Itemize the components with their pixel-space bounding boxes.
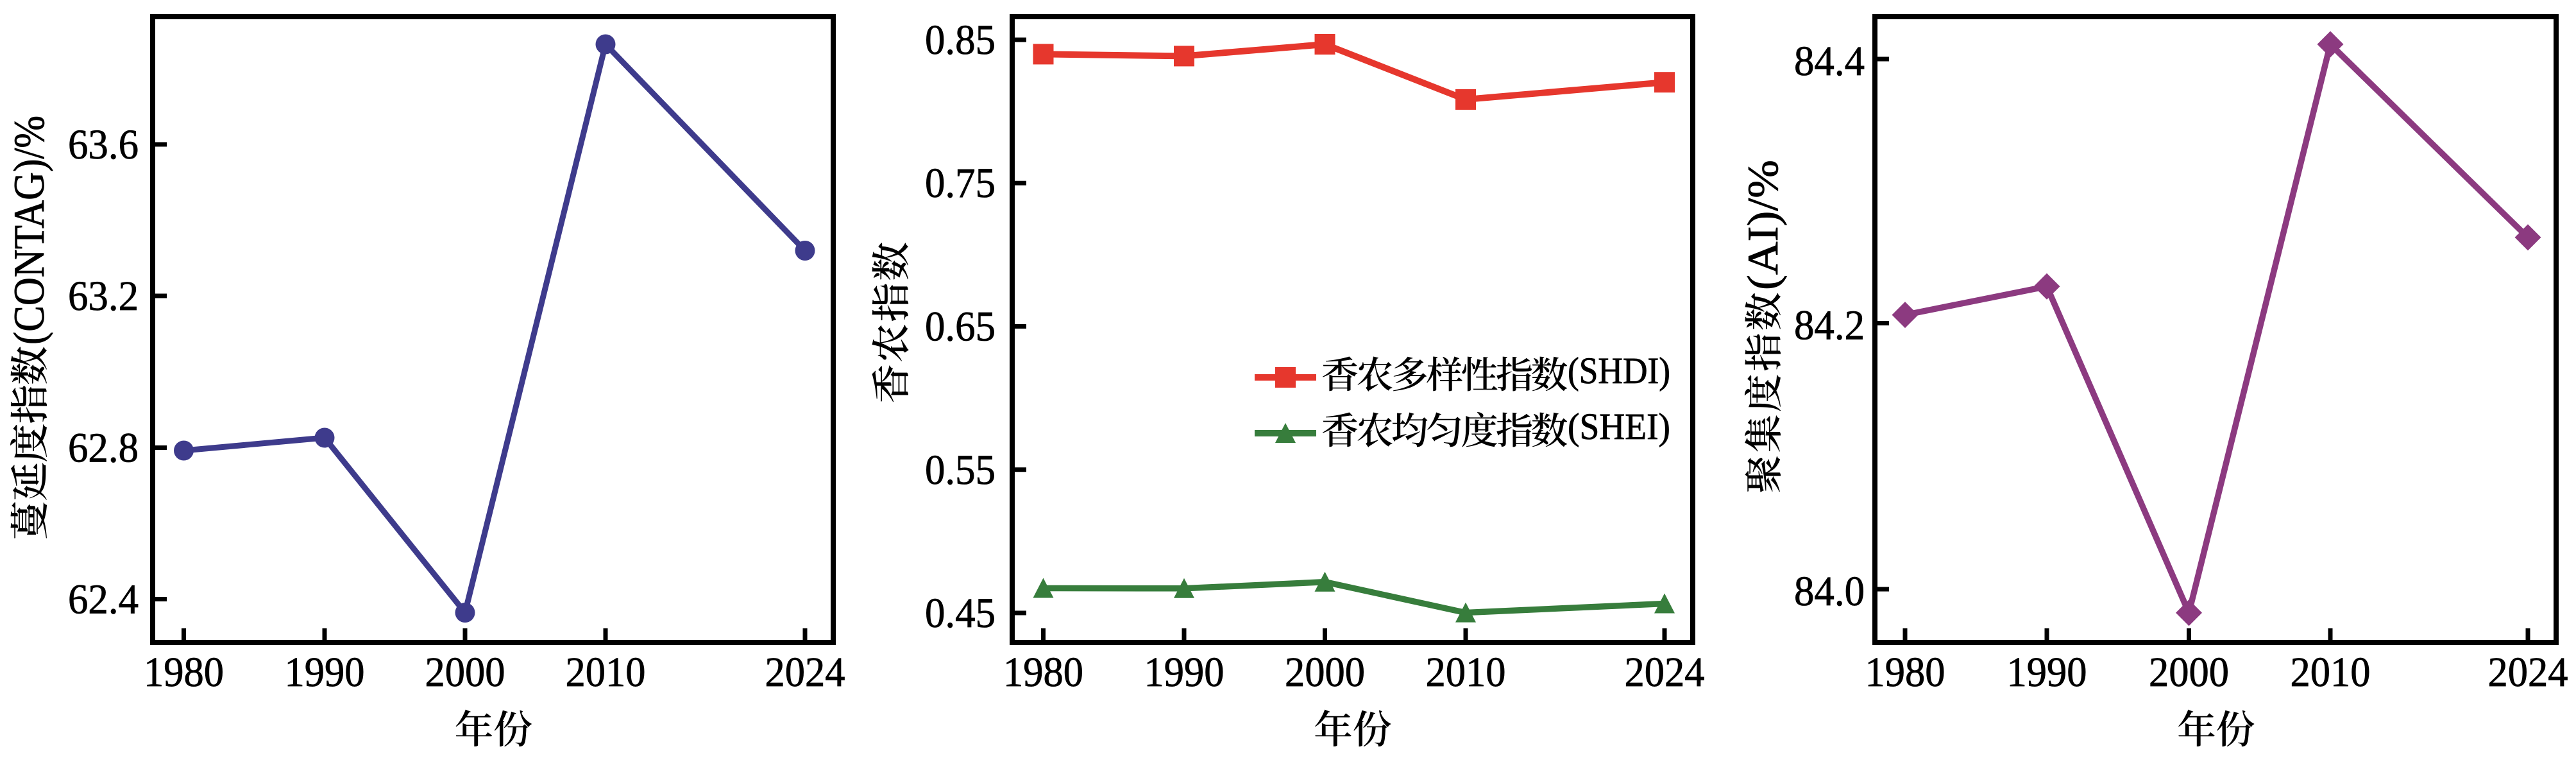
- svg-text:1990: 1990: [1144, 649, 1224, 696]
- svg-text:2000: 2000: [1285, 649, 1365, 696]
- svg-text:1990: 1990: [2007, 649, 2087, 696]
- svg-text:0.45: 0.45: [925, 590, 996, 637]
- svg-text:2010: 2010: [1426, 649, 1506, 696]
- svg-text:62.4: 62.4: [68, 576, 139, 623]
- svg-text:2000: 2000: [425, 649, 505, 696]
- svg-text:1980: 1980: [144, 649, 224, 696]
- svg-text:62.8: 62.8: [68, 425, 139, 472]
- svg-text:84.0: 84.0: [1794, 568, 1865, 615]
- svg-text:0.85: 0.85: [925, 17, 996, 64]
- svg-text:(SHDI): (SHDI): [1568, 350, 1670, 392]
- svg-text:2000: 2000: [2149, 649, 2229, 696]
- svg-text:63.6: 63.6: [68, 121, 139, 168]
- svg-text:63.2: 63.2: [68, 273, 139, 320]
- svg-text:2010: 2010: [2291, 649, 2371, 696]
- svg-text:2024: 2024: [765, 649, 845, 696]
- svg-text:84.2: 84.2: [1794, 302, 1865, 349]
- svg-text:2024: 2024: [2488, 649, 2568, 696]
- svg-text:(AI)/%: (AI)/%: [1738, 160, 1787, 290]
- svg-text:84.4: 84.4: [1794, 38, 1865, 85]
- svg-text:2024: 2024: [1625, 649, 1705, 696]
- svg-text:(CONTAG)/%: (CONTAG)/%: [4, 116, 53, 345]
- svg-text:0.75: 0.75: [925, 160, 996, 207]
- svg-text:1980: 1980: [1003, 649, 1083, 696]
- svg-text:1980: 1980: [1865, 649, 1945, 696]
- svg-text:0.65: 0.65: [925, 304, 996, 350]
- svg-text:2010: 2010: [566, 649, 646, 696]
- svg-text:0.55: 0.55: [925, 447, 996, 494]
- svg-text:(SHEI): (SHEI): [1568, 406, 1670, 447]
- svg-text:1990: 1990: [285, 649, 365, 696]
